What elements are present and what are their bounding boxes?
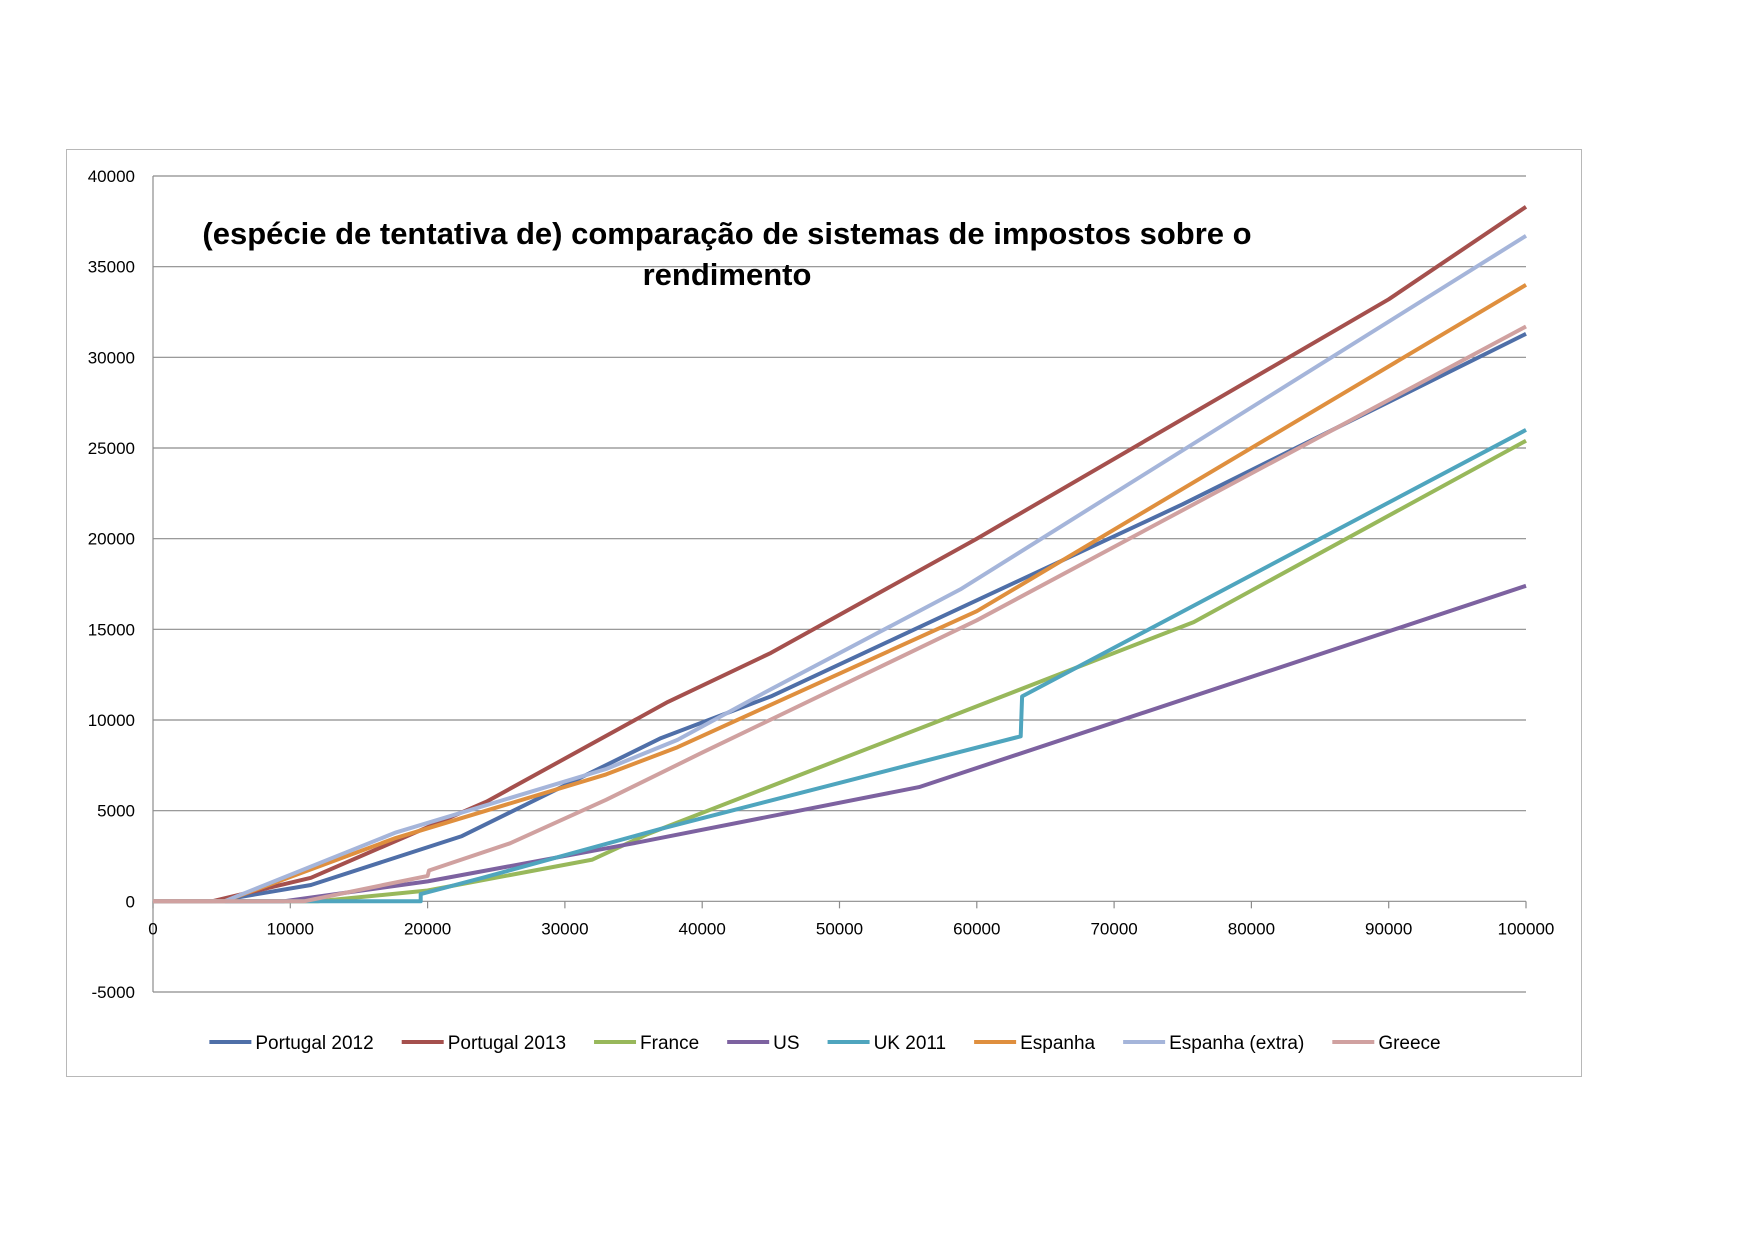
chart-title: (espécie de tentativa de) comparação de … xyxy=(202,216,1251,292)
legend-label: Espanha xyxy=(1020,1033,1095,1054)
series-line-espanha xyxy=(153,283,1528,904)
x-tick-label: 0 xyxy=(148,919,157,938)
legend-item: Espanha xyxy=(974,1033,1096,1054)
x-tick-label: 70000 xyxy=(1090,919,1137,938)
x-tick-label: 50000 xyxy=(816,919,863,938)
x-tick-label: 30000 xyxy=(541,919,588,938)
x-tick-label: 20000 xyxy=(404,919,451,938)
chart-title-line-2: rendimento xyxy=(643,257,812,292)
chart-container: -5000 0 5000 10000 15000 20000 25000 30000 35000… xyxy=(66,149,1582,1077)
y-tick-label: -5000 xyxy=(92,983,135,1002)
series-line-us xyxy=(153,583,1527,904)
legend-label: US xyxy=(773,1033,799,1054)
legend-label: France xyxy=(640,1033,699,1054)
y-tick-label: 35000 xyxy=(88,258,135,277)
y-tick-label: 40000 xyxy=(88,167,135,186)
x-tick-label: 40000 xyxy=(679,919,726,938)
legend-item: UK 2011 xyxy=(827,1033,947,1054)
y-tick-label: 20000 xyxy=(88,530,135,549)
legend: Portugal 2012 Portugal 2013 France US UK 201… xyxy=(209,1033,1441,1054)
x-tick-label: 10000 xyxy=(267,919,314,938)
legend-item: Espanha (extra) xyxy=(1123,1033,1304,1054)
y-tick-label: 30000 xyxy=(88,348,135,367)
legend-item: France xyxy=(594,1033,699,1054)
legend-label: Portugal 2012 xyxy=(255,1033,373,1054)
y-tick-label: 5000 xyxy=(97,802,135,821)
y-tick-label: 10000 xyxy=(88,711,135,730)
legend-item: Greece xyxy=(1332,1033,1441,1054)
y-tick-label: 0 xyxy=(126,892,135,911)
y-tick-label: 25000 xyxy=(88,439,135,458)
series-line-france xyxy=(153,438,1527,904)
x-tick-label: 80000 xyxy=(1228,919,1275,938)
x-tick-label: 100000 xyxy=(1498,919,1555,938)
series-line-uk-2011 xyxy=(153,428,1527,904)
series-line-espanha-extra xyxy=(153,234,1528,904)
series-line-greece xyxy=(153,324,1527,904)
x-tick-label: 90000 xyxy=(1365,919,1412,938)
legend-label: Espanha (extra) xyxy=(1169,1033,1304,1054)
legend-item: US xyxy=(727,1033,800,1054)
x-tick-label: 60000 xyxy=(953,919,1000,938)
line-chart: -5000 0 5000 10000 15000 20000 25000 30000 35000… xyxy=(88,167,1555,1054)
chart-title-line-1: (espécie de tentativa de) comparação de … xyxy=(202,216,1251,251)
legend-label: Greece xyxy=(1378,1033,1440,1054)
axes: -5000 0 5000 10000 15000 20000 25000 30000 35000… xyxy=(88,167,1555,1002)
legend-item: Portugal 2013 xyxy=(401,1033,566,1054)
series-line-portugal-2012 xyxy=(153,332,1527,904)
grid-lines xyxy=(153,175,1526,993)
legend-label: Portugal 2013 xyxy=(448,1033,566,1054)
legend-item: Portugal 2012 xyxy=(209,1033,374,1054)
series-lines xyxy=(153,205,1528,904)
y-tick-label: 15000 xyxy=(88,620,135,639)
legend-label: UK 2011 xyxy=(874,1033,947,1054)
